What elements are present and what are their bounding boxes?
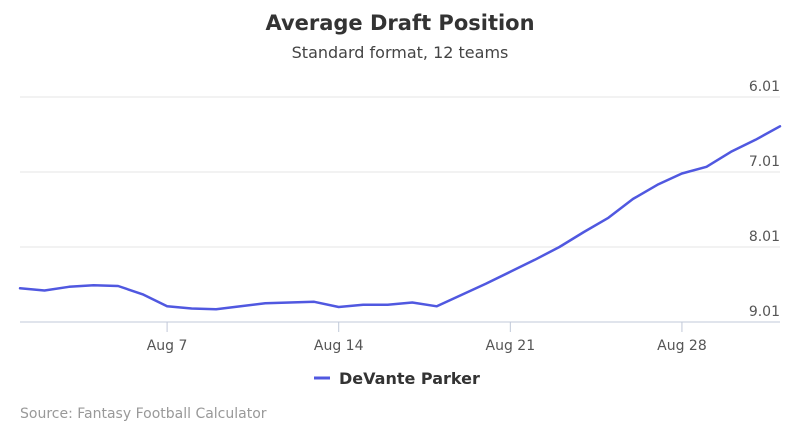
y-axis-ticks: 6.01 7.01 8.01 9.01 xyxy=(749,79,780,320)
legend[interactable]: DeVante Parker xyxy=(314,369,480,388)
x-tick-label: Aug 7 xyxy=(147,338,188,354)
series-lines[interactable] xyxy=(18,125,782,311)
y-tick-label: 8.01 xyxy=(749,229,780,245)
x-tick-label: Aug 21 xyxy=(486,338,536,354)
x-axis: Aug 7 Aug 14 Aug 21 Aug 28 xyxy=(147,322,707,354)
legend-label[interactable]: DeVante Parker xyxy=(339,369,480,388)
x-tick-label: Aug 28 xyxy=(657,338,707,354)
y-tick-label: 7.01 xyxy=(749,154,780,170)
chart-subtitle: Standard format, 12 teams xyxy=(292,43,509,62)
x-tick-label: Aug 14 xyxy=(314,338,364,354)
y-tick-label: 9.01 xyxy=(749,304,780,320)
y-tick-label: 6.01 xyxy=(749,79,780,95)
series-line[interactable] xyxy=(18,125,782,311)
chart-credits: Source: Fantasy Football Calculator xyxy=(20,406,267,422)
gridlines xyxy=(20,96,780,323)
chart-title: Average Draft Position xyxy=(265,11,534,35)
